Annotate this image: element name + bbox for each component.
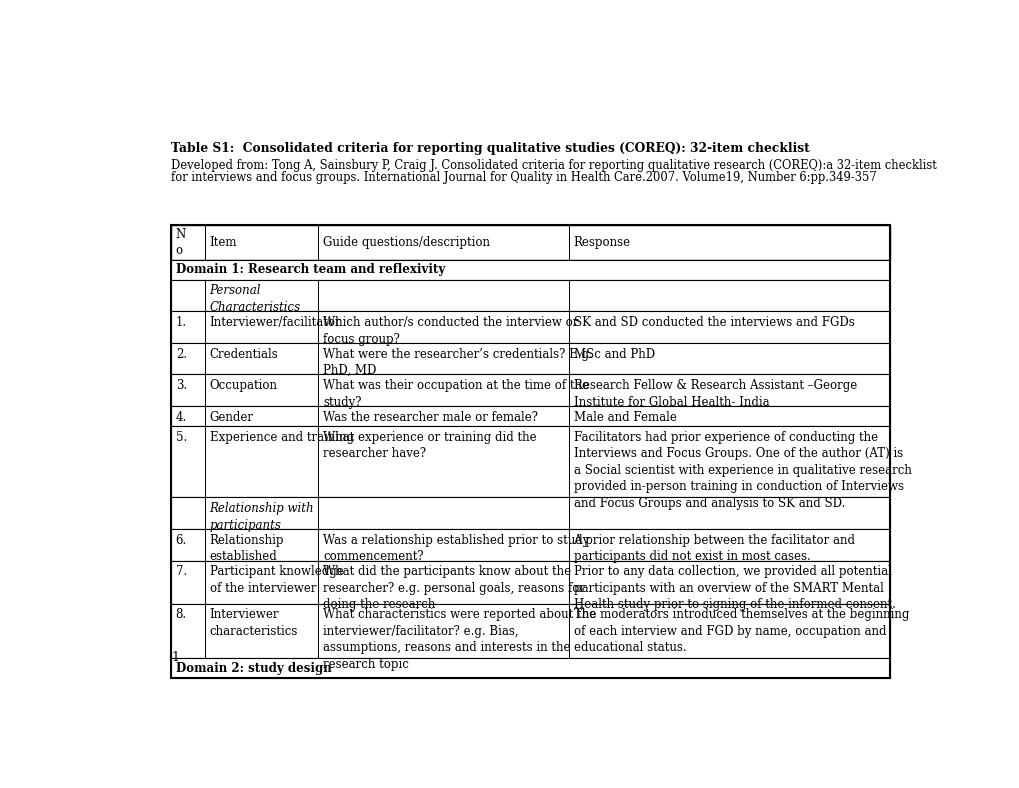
Text: Response: Response [573, 236, 630, 249]
Text: Research Fellow & Research Assistant –George
Institute for Global Health- India: Research Fellow & Research Assistant –Ge… [573, 379, 856, 409]
Text: Relationship with
participants: Relationship with participants [209, 502, 314, 532]
Text: 1.: 1. [175, 316, 186, 329]
Text: What were the researcher’s credentials? E.g.
PhD, MD: What were the researcher’s credentials? … [323, 348, 592, 377]
Text: 3.: 3. [175, 379, 186, 392]
Text: Table S1:  Consolidated criteria for reporting qualitative studies (COREQ): 32-i: Table S1: Consolidated criteria for repo… [171, 143, 809, 155]
Bar [171, 311, 890, 343]
Bar [171, 225, 890, 678]
Text: Participant knowledge
of the interviewer: Participant knowledge of the interviewer [209, 566, 343, 595]
Text: 1: 1 [171, 651, 178, 663]
Text: 5.: 5. [175, 431, 186, 444]
Text: Domain 2: study design: Domain 2: study design [175, 662, 331, 675]
Text: Credentials: Credentials [209, 348, 278, 361]
Text: Occupation: Occupation [209, 379, 277, 392]
Text: Interviewer/facilitator: Interviewer/facilitator [209, 316, 340, 329]
Text: Facilitators had prior experience of conducting the
Interviews and Focus Groups.: Facilitators had prior experience of con… [573, 431, 911, 510]
Bar [171, 426, 890, 497]
Bar [171, 259, 890, 280]
Bar [171, 658, 890, 678]
Bar [171, 406, 890, 426]
Text: Was a relationship established prior to study
commencement?: Was a relationship established prior to … [323, 533, 589, 563]
Text: 7.: 7. [175, 566, 186, 578]
Text: Interviewer
characteristics: Interviewer characteristics [209, 608, 298, 638]
Text: N
o: N o [175, 228, 185, 257]
Text: Personal
Characteristics: Personal Characteristics [209, 284, 301, 314]
Text: 4.: 4. [175, 411, 186, 424]
Text: 6.: 6. [175, 533, 186, 547]
Text: What did the participants know about the
researcher? e.g. personal goals, reason: What did the participants know about the… [323, 566, 585, 611]
Text: The moderators introduced themselves at the beginning
of each interview and FGD : The moderators introduced themselves at … [573, 608, 908, 655]
Bar [171, 604, 890, 658]
Text: for interviews and focus groups. International Journal for Quality in Health Car: for interviews and focus groups. Interna… [171, 171, 876, 184]
Bar [171, 497, 890, 529]
Bar [171, 560, 890, 604]
Text: What experience or training did the
researcher have?: What experience or training did the rese… [323, 431, 536, 460]
Text: Gender: Gender [209, 411, 254, 424]
Text: What was their occupation at the time of the
study?: What was their occupation at the time of… [323, 379, 589, 409]
Text: What characteristics were reported about the
interviewer/facilitator? e.g. Bias,: What characteristics were reported about… [323, 608, 596, 671]
Bar [171, 280, 890, 311]
Text: Male and Female: Male and Female [573, 411, 676, 424]
Text: Item: Item [209, 236, 236, 249]
Text: Developed from: Tong A, Sainsbury P, Craig J. Consolidated criteria for reportin: Developed from: Tong A, Sainsbury P, Cra… [171, 159, 935, 173]
Text: SK and SD conducted the interviews and FGDs: SK and SD conducted the interviews and F… [573, 316, 854, 329]
Bar [171, 343, 890, 374]
Bar [171, 225, 890, 259]
Text: Which author/s conducted the interview or
focus group?: Which author/s conducted the interview o… [323, 316, 578, 345]
Text: Domain 1: Research team and reflexivity: Domain 1: Research team and reflexivity [175, 263, 444, 276]
Text: Was the researcher male or female?: Was the researcher male or female? [323, 411, 538, 424]
Text: MSc and PhD: MSc and PhD [573, 348, 654, 361]
Bar [171, 529, 890, 560]
Text: 2.: 2. [175, 348, 186, 361]
Text: A prior relationship between the facilitator and
participants did not exist in m: A prior relationship between the facilit… [573, 533, 855, 563]
Bar [171, 374, 890, 406]
Text: Prior to any data collection, we provided all potential
participants with an ove: Prior to any data collection, we provide… [573, 566, 895, 611]
Text: Relationship
established: Relationship established [209, 533, 283, 563]
Text: 8.: 8. [175, 608, 186, 622]
Text: Guide questions/description: Guide questions/description [323, 236, 490, 249]
Text: Experience and training: Experience and training [209, 431, 354, 444]
